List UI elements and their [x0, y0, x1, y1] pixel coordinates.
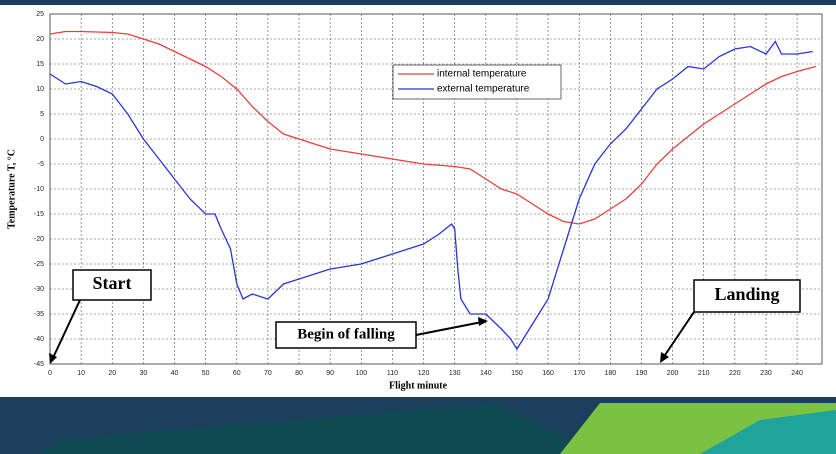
y-axis-label: Temperature T, °C [6, 149, 17, 229]
series-line [49, 30, 816, 225]
decor-shape [700, 410, 836, 454]
x-tick-label: 100 [355, 370, 367, 377]
y-tick-label: -40 [34, 336, 44, 343]
legend [392, 64, 562, 100]
y-tick-label: -10 [34, 186, 44, 193]
legend-label: internal temperature [437, 69, 527, 80]
y-tick-label: -35 [34, 311, 44, 318]
x-tick-label: 80 [295, 370, 303, 377]
annotation: Begin of falling [297, 326, 395, 342]
x-tick-label: 150 [511, 370, 523, 377]
y-tick-label: -30 [34, 286, 44, 293]
x-tick-label: 50 [202, 370, 210, 377]
series-line [49, 40, 813, 351]
x-tick-label: 180 [604, 370, 616, 377]
x-tick-label: 140 [480, 370, 492, 377]
x-tick-label: 0 [48, 370, 52, 377]
x-tick-label: 130 [449, 370, 461, 377]
annotations: Start Begin of falling Landing [49, 269, 801, 364]
arrowhead [49, 353, 57, 364]
annotation: Start [93, 273, 132, 293]
x-axis-label: Flight minute [389, 380, 448, 391]
arrow [415, 321, 483, 336]
x-tick-label: 70 [264, 370, 272, 377]
x-tick-label: 30 [139, 370, 147, 377]
y-tick-label: -15 [34, 211, 44, 218]
y-tick-label: 20 [36, 36, 44, 43]
x-tick-label: 240 [791, 370, 803, 377]
y-tick-label: 0 [40, 136, 44, 143]
x-tick-label: 210 [698, 370, 710, 377]
x-tick-label: 230 [760, 370, 772, 377]
y-tick-label: 25 [36, 11, 44, 18]
annotation-box [275, 321, 417, 349]
y-tick-label: -45 [34, 361, 44, 368]
x-tick-label: 60 [233, 370, 241, 377]
arrowhead [660, 352, 669, 363]
x-tick-label: 220 [729, 370, 741, 377]
x-tick-label: 200 [667, 370, 679, 377]
arrow [51, 299, 81, 361]
y-tick-label: 10 [36, 86, 44, 93]
y-tick-label: 15 [36, 61, 44, 68]
x-tick-label: 170 [573, 370, 585, 377]
legend-label: external temperature [437, 84, 530, 95]
y-tick-label: -20 [34, 236, 44, 243]
annotation-box [693, 279, 801, 313]
x-tick-label: 190 [636, 370, 648, 377]
x-tick-label: 90 [326, 370, 334, 377]
x-tick-label: 160 [542, 370, 554, 377]
x-tick-label: 20 [108, 370, 116, 377]
y-tick-label: -5 [38, 161, 44, 168]
x-tick-label: 10 [77, 370, 85, 377]
y-tick-label: 5 [40, 111, 44, 118]
x-tick-label: 110 [387, 370, 398, 377]
arrowhead [478, 317, 488, 326]
annotation-box [72, 269, 152, 301]
y-tick-label: -25 [34, 261, 44, 268]
x-tick-label: 40 [171, 370, 179, 377]
legend-items: internal temperature external temperature [398, 69, 530, 95]
annotation: Landing [714, 284, 779, 304]
decor-shape [40, 403, 600, 454]
arrow [662, 311, 695, 359]
x-tick-label: 120 [418, 370, 430, 377]
